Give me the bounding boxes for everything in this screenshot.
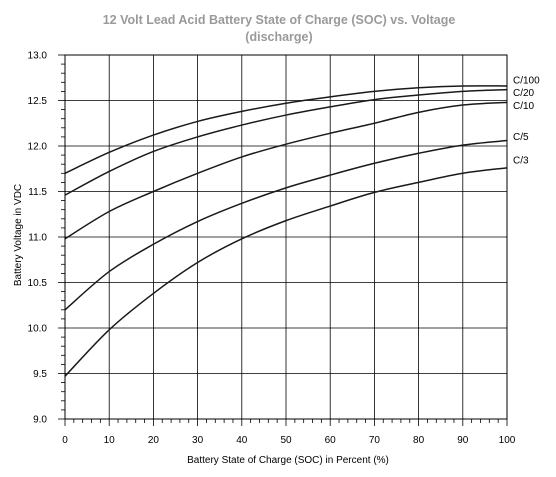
- series-line-c-5: [64, 139, 508, 311]
- series-label-c-5: C/5: [513, 132, 529, 143]
- x-tick-label: 50: [280, 435, 292, 446]
- x-tick-label: 70: [369, 435, 381, 446]
- y-axis-label: Battery Voltage in VDC: [13, 184, 24, 286]
- chart-subtitle: (discharge): [245, 30, 312, 44]
- series-label-c-20: C/20: [513, 88, 535, 99]
- x-tick-label: 20: [148, 435, 160, 446]
- x-tick-labels: 0 10 20 30 40 50 60 70 80 90 100: [62, 435, 516, 446]
- series-line-c-100: [64, 85, 508, 174]
- x-tick-label: 10: [104, 435, 116, 446]
- series-line-c-20: [64, 88, 508, 196]
- y-tick-label: 10.5: [28, 278, 48, 289]
- y-tick-label: 11.5: [28, 187, 47, 198]
- x-tick-label: 100: [499, 435, 516, 446]
- y-tick-label: 12.0: [28, 142, 48, 153]
- chart-title: 12 Volt Lead Acid Battery State of Charg…: [103, 13, 456, 27]
- series-label-c-100: C/100: [513, 75, 540, 86]
- x-tick-label: 80: [413, 435, 425, 446]
- series-lines: [64, 85, 508, 377]
- series-line-c-3: [64, 167, 508, 377]
- x-tick-label: 0: [62, 435, 68, 446]
- x-tick-label: 90: [457, 435, 469, 446]
- y-tick-labels: 9.0 9.5 10.0 10.5 11.0 11.5 12.0 12.5 13.0: [28, 51, 48, 426]
- series-line-c-10: [64, 101, 508, 240]
- x-axis-label: Battery State of Charge (SOC) in Percent…: [187, 455, 389, 466]
- y-tick-label: 9.0: [33, 415, 47, 426]
- y-tick-label: 13.0: [28, 51, 48, 62]
- series-label-c-3: C/3: [513, 155, 529, 166]
- y-tick-label: 11.0: [28, 233, 47, 244]
- series-labels: C/100 C/20 C/10 C/5 C/3: [513, 75, 540, 166]
- y-tick-label: 10.0: [28, 324, 48, 335]
- minor-ticks: [58, 54, 508, 426]
- plot-frame: [64, 54, 508, 420]
- y-tick-label: 9.5: [33, 369, 47, 380]
- series-label-c-10: C/10: [513, 101, 535, 112]
- x-tick-label: 40: [236, 435, 248, 446]
- grid: [65, 55, 507, 419]
- y-tick-label: 12.5: [28, 96, 48, 107]
- x-tick-label: 60: [325, 435, 337, 446]
- x-tick-label: 30: [192, 435, 204, 446]
